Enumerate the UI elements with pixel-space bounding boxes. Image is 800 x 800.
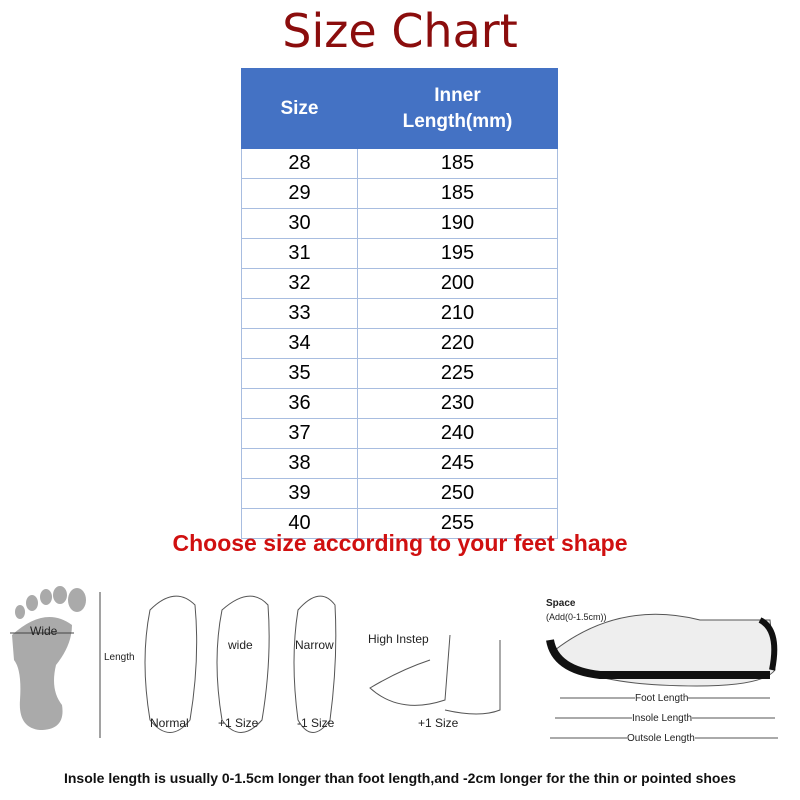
narrow-label: Narrow xyxy=(295,638,334,652)
table-row: 33 210 xyxy=(241,298,558,329)
length-cell: 255 xyxy=(357,508,558,539)
guide-heading: Choose size according to your feet shape xyxy=(172,530,628,556)
foot-measurement-illustrations xyxy=(10,586,778,739)
header-size: Size xyxy=(241,68,358,149)
instep-size-label: +1 Size xyxy=(418,716,459,730)
table-header: Size Inner Length(mm) xyxy=(241,68,558,149)
insole-length-label: Insole Length xyxy=(632,713,693,724)
table-row: 30 190 xyxy=(241,208,558,239)
outsole-length-label: Outsole Length xyxy=(627,733,695,744)
narrow-size-label: -1 Size xyxy=(297,716,335,730)
length-cell: 220 xyxy=(357,328,558,359)
length-cell: 250 xyxy=(357,478,558,509)
length-cell: 185 xyxy=(357,148,558,179)
size-cell: 31 xyxy=(241,238,358,269)
length-cell: 245 xyxy=(357,448,558,479)
wide-label: Wide xyxy=(30,624,58,638)
table-row: 29 185 xyxy=(241,178,558,209)
length-label: Length xyxy=(104,652,135,663)
size-cell: 35 xyxy=(241,358,358,389)
table-row: 37 240 xyxy=(241,418,558,449)
size-cell: 29 xyxy=(241,178,358,209)
table-row: 31 195 xyxy=(241,238,558,269)
table-row: 39 250 xyxy=(241,478,558,509)
space-label: Space xyxy=(546,598,576,609)
size-cell: 32 xyxy=(241,268,358,299)
table-row: 35 225 xyxy=(241,358,558,389)
size-cell: 40 xyxy=(241,508,358,539)
foot-length-label: Foot Length xyxy=(635,693,689,704)
insole-note: Insole length is usually 0-1.5cm longer … xyxy=(63,770,737,786)
size-cell: 33 xyxy=(241,298,358,329)
size-cell: 38 xyxy=(241,448,358,479)
space-add-label: (Add(0-1.5cm)) xyxy=(546,612,607,622)
foot-sole-icon xyxy=(12,586,86,730)
table-row: 40 255 xyxy=(241,508,558,539)
length-cell: 200 xyxy=(357,268,558,299)
size-cell: 34 xyxy=(241,328,358,359)
header-inner-length: Inner Length(mm) xyxy=(357,68,558,149)
normal-label: Normal xyxy=(150,716,189,730)
length-cell: 185 xyxy=(357,178,558,209)
high-instep-label: High Instep xyxy=(368,632,429,646)
table-row: 34 220 xyxy=(241,328,558,359)
length-cell: 190 xyxy=(357,208,558,239)
size-table: Size Inner Length(mm) 28 185 29 185 30 190 31 1… xyxy=(241,68,558,539)
size-cell: 39 xyxy=(241,478,358,509)
length-cell: 230 xyxy=(357,388,558,419)
wide-size-label: +1 Size xyxy=(218,716,259,730)
table-row: 38 245 xyxy=(241,448,558,479)
size-cell: 37 xyxy=(241,418,358,449)
size-cell: 28 xyxy=(241,148,358,179)
size-cell: 36 xyxy=(241,388,358,419)
length-cell: 195 xyxy=(357,238,558,269)
wide-foot-label: wide xyxy=(228,638,253,652)
length-cell: 225 xyxy=(357,358,558,389)
length-cell: 210 xyxy=(357,298,558,329)
size-cell: 30 xyxy=(241,208,358,239)
table-row: 28 185 xyxy=(241,148,558,179)
table-row: 32 200 xyxy=(241,268,558,299)
page-title: Size Chart xyxy=(282,4,518,58)
table-row: 36 230 xyxy=(241,388,558,419)
length-cell: 240 xyxy=(357,418,558,449)
foot-outline-icons xyxy=(144,595,778,733)
